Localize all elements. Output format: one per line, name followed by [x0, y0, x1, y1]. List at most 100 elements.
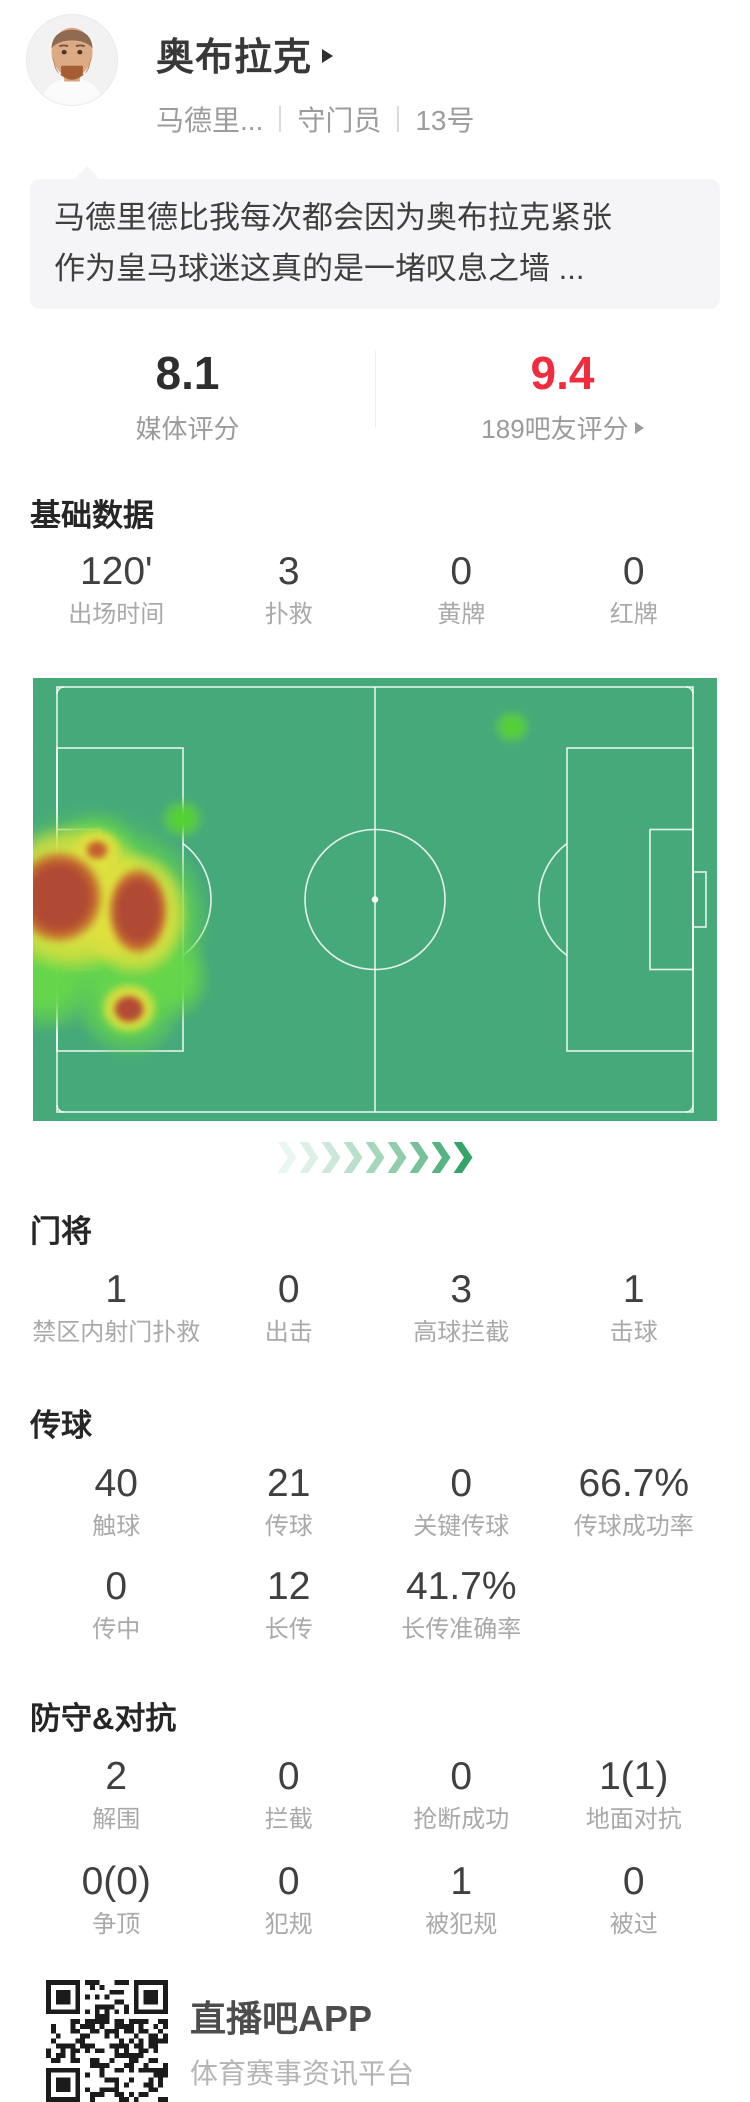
stat-value: 0(0)	[81, 1860, 151, 1903]
stat-label: 击球	[609, 1319, 658, 1346]
stat-label: 长传	[264, 1616, 313, 1643]
stat-value: 21	[267, 1462, 311, 1505]
stat-value: 1	[622, 1268, 645, 1311]
stat-value: 0	[277, 1268, 300, 1311]
player-header: 奥布拉克 马德里... 守门员 13号	[0, 0, 750, 139]
player-name: 奥布拉克	[156, 37, 313, 79]
comment-line-1: 马德里德比我每次都会因为奥布拉克紧张	[54, 200, 612, 235]
player-subinfo: 马德里... 守门员 13号	[156, 99, 475, 139]
caret-right-icon	[322, 48, 334, 63]
defense-stats-row-2: 0(0) 争顶 0 犯规 1 被犯规 0 被过	[0, 1859, 750, 1940]
media-rating: 8.1 媒体评分	[0, 349, 375, 446]
stat-cell: 0 黄牌	[375, 549, 548, 630]
stat-cell: 0 抢断成功	[375, 1754, 548, 1835]
avatar	[26, 14, 118, 106]
stat-cell: 0 红牌	[548, 549, 721, 630]
stat-value: 0	[450, 1755, 473, 1798]
stat-cell: 0 出击	[203, 1267, 376, 1348]
stat-value: 1(1)	[599, 1755, 669, 1798]
stat-cell: 0 拦截	[203, 1754, 376, 1835]
stat-cell: 0 被过	[548, 1859, 721, 1940]
stat-cell: 40 触球	[30, 1461, 203, 1542]
stat-value: 0	[450, 1462, 473, 1505]
separator	[279, 106, 282, 132]
separator	[397, 106, 400, 132]
goalkeeper-stats-row: 1 禁区内射门扑救 0 出击 3 高球拦截 1 击球	[0, 1267, 750, 1348]
section-title-goalkeeper: 门将	[30, 1214, 92, 1249]
stat-label: 高球拦截	[413, 1319, 510, 1346]
caret-right-icon	[634, 421, 644, 434]
stat-label: 关键传球	[413, 1513, 510, 1540]
stat-label: 地面对抗	[585, 1806, 682, 1833]
stat-cell: 120' 出场时间	[30, 549, 203, 630]
stat-label: 扑救	[264, 601, 313, 628]
stat-value: 1	[105, 1268, 128, 1311]
stat-label: 拦截	[264, 1806, 313, 1833]
stat-label: 长传准确率	[401, 1616, 522, 1643]
stat-value: 41.7%	[405, 1565, 517, 1608]
stat-cell: 0 犯规	[203, 1859, 376, 1940]
stat-value: 12	[267, 1565, 311, 1608]
fan-rating-value: 9.4	[530, 347, 595, 399]
stat-value: 3	[450, 1268, 473, 1311]
avatar-photo	[27, 15, 117, 105]
stat-value: 0	[450, 550, 473, 593]
stat-label: 犯规	[264, 1911, 313, 1938]
stat-label: 黄牌	[437, 601, 486, 628]
app-name: 直播吧APP	[190, 1998, 373, 2039]
section-title-basic: 基础数据	[30, 498, 154, 533]
player-position: 守门员	[297, 105, 382, 136]
stat-value: 40	[94, 1462, 138, 1505]
stat-label: 抢断成功	[413, 1806, 510, 1833]
media-rating-label: 媒体评分	[135, 414, 240, 444]
stat-cell: 1 击球	[548, 1267, 721, 1348]
passing-stats-row-1: 40 触球 21 传球 0 关键传球 66.7% 传球成功率	[0, 1461, 750, 1542]
stat-value: 120'	[79, 550, 153, 593]
section-title-defense: 防守&对抗	[30, 1701, 177, 1736]
stat-label: 解围	[92, 1806, 141, 1833]
stat-label: 争顶	[92, 1911, 141, 1938]
stat-cell: 12 长传	[203, 1564, 376, 1645]
heatmap-pitch	[33, 678, 717, 1121]
stat-value: 66.7%	[578, 1462, 690, 1505]
stat-label: 传中	[92, 1616, 141, 1643]
stat-label: 禁区内射门扑救	[32, 1319, 201, 1346]
passing-stats-row-2: 0 传中 12 长传 41.7% 长传准确率	[0, 1564, 750, 1645]
app-tagline: 体育赛事资讯平台	[190, 2058, 415, 2089]
stat-label: 触球	[92, 1513, 141, 1540]
stat-value: 2	[105, 1755, 128, 1798]
comment-line-2: 作为皇马球迷这真的是一堵叹息之墙 ...	[54, 251, 585, 286]
stat-cell: 0 关键传球	[375, 1461, 548, 1542]
defense-stats-row-1: 2 解围 0 拦截 0 抢断成功 1(1) 地面对抗	[0, 1754, 750, 1835]
stat-cell: 1 禁区内射门扑救	[30, 1267, 203, 1348]
stat-cell: 3 高球拦截	[375, 1267, 548, 1348]
stat-cell: 1(1) 地面对抗	[548, 1754, 721, 1835]
chevron-progress-icon	[0, 1142, 750, 1173]
stat-label: 出击	[264, 1319, 313, 1346]
stat-label: 传球	[264, 1513, 313, 1540]
fan-rating[interactable]: 9.4 189吧友评分	[375, 349, 750, 446]
stat-label: 被犯规	[425, 1911, 498, 1938]
stat-cell: 21 传球	[203, 1461, 376, 1542]
heatmap-layer	[33, 678, 717, 1121]
team-name: 马德里...	[156, 105, 264, 136]
fan-rating-label[interactable]: 189吧友评分	[375, 409, 750, 446]
player-name-link[interactable]: 奥布拉克	[156, 26, 475, 81]
stat-value: 0	[622, 1860, 645, 1903]
stat-cell: 1 被犯规	[375, 1859, 548, 1940]
stat-label: 被过	[609, 1911, 658, 1938]
basic-stats-row: 120' 出场时间 3 扑救 0 黄牌 0 红牌	[0, 549, 750, 630]
stat-cell: 3 扑救	[203, 549, 376, 630]
stat-label: 红牌	[609, 601, 658, 628]
stat-value: 3	[277, 550, 300, 593]
stat-label: 出场时间	[68, 601, 165, 628]
ratings-row: 8.1 媒体评分 9.4 189吧友评分	[0, 349, 750, 446]
stat-cell: 41.7% 长传准确率	[375, 1564, 548, 1645]
app-promo-footer: 直播吧APP 体育赛事资讯平台	[46, 1980, 750, 2102]
stat-value: 1	[450, 1860, 473, 1903]
stat-label: 传球成功率	[573, 1513, 694, 1540]
stat-cell: 0 传中	[30, 1564, 203, 1645]
section-title-passing: 传球	[30, 1408, 92, 1443]
stat-value: 0	[277, 1755, 300, 1798]
qr-code	[46, 1980, 168, 2102]
